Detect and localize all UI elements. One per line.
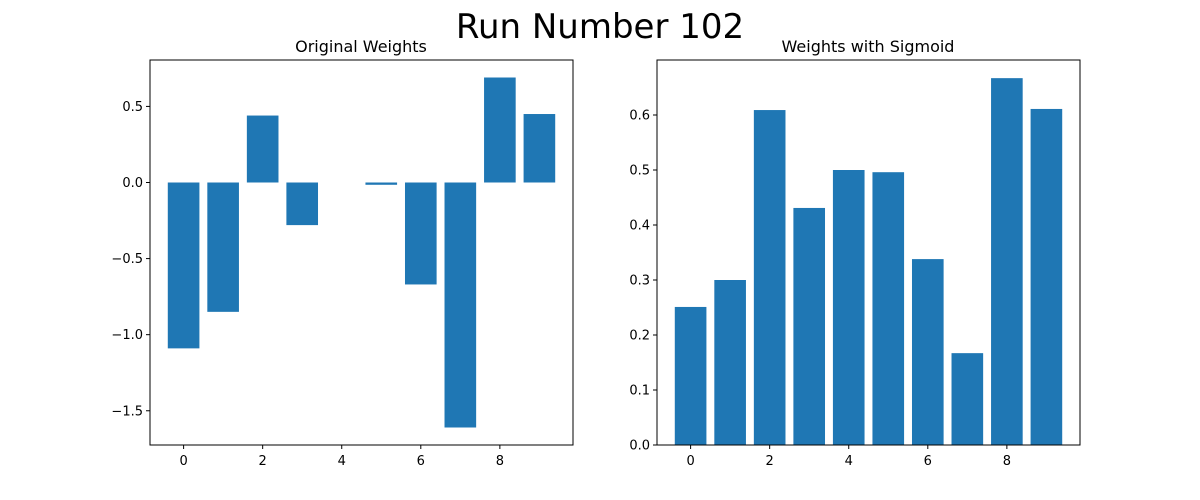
x-tick-label: 2 — [259, 454, 267, 469]
y-tick-label: −0.5 — [111, 252, 143, 267]
y-tick-label: 0.5 — [122, 100, 143, 115]
y-tick-label: 0.0 — [629, 439, 650, 454]
x-tick-label: 0 — [686, 454, 694, 469]
bar-5 — [365, 182, 398, 185]
bar-6 — [404, 182, 437, 285]
bar-group — [167, 77, 556, 428]
bar-1 — [207, 182, 239, 312]
bar-7 — [951, 353, 984, 445]
axes-frame — [149, 59, 574, 446]
x-tick-label: 8 — [496, 454, 504, 469]
x-axis-ticks: 0 2 4 6 8 — [686, 445, 1011, 469]
bar-0 — [167, 182, 200, 349]
y-tick-label: 0.6 — [629, 109, 650, 124]
x-tick-label: 6 — [924, 454, 932, 469]
bar-6 — [911, 259, 944, 445]
y-tick-label: 0.4 — [629, 219, 650, 234]
bar-8 — [484, 77, 516, 183]
x-tick-label: 4 — [845, 454, 853, 469]
bar-0 — [674, 306, 707, 445]
chart-title: Weights with Sigmoid — [782, 37, 955, 56]
x-tick-label: 6 — [417, 454, 425, 469]
x-tick-label: 0 — [179, 454, 187, 469]
figure-title: Run Number 102 — [456, 7, 744, 47]
axes-frame — [656, 59, 1081, 446]
bar-1 — [714, 280, 746, 445]
y-tick-label: 0.3 — [629, 274, 650, 289]
bar-7 — [444, 182, 477, 428]
chart-title: Original Weights — [295, 37, 427, 56]
bar-3 — [286, 182, 319, 226]
y-tick-label: 0.5 — [629, 164, 650, 179]
bar-2 — [246, 115, 279, 183]
x-tick-label: 2 — [766, 454, 774, 469]
bar-group — [674, 78, 1063, 446]
y-tick-label: 0.1 — [629, 384, 650, 399]
y-axis-ticks: 0.0 0.1 0.2 0.3 0.4 0.5 0.6 — [629, 109, 657, 454]
y-tick-label: −1.5 — [111, 404, 143, 419]
bar-5 — [872, 172, 905, 445]
bar-4 — [832, 170, 865, 445]
bar-9 — [523, 114, 556, 183]
bar-3 — [793, 207, 826, 445]
y-tick-label: 0.0 — [122, 176, 143, 191]
x-tick-label: 8 — [1003, 454, 1011, 469]
x-axis-ticks: 0 2 4 6 8 — [179, 445, 504, 469]
x-tick-label: 4 — [338, 454, 346, 469]
chart-original-weights: Original Weights 0 2 4 6 8 0.5 0.0 −0.5 −1.0 −1.… — [111, 37, 574, 469]
y-tick-label: −1.0 — [111, 328, 143, 343]
y-tick-label: 0.2 — [629, 329, 650, 344]
bar-2 — [753, 110, 786, 446]
bar-9 — [1030, 108, 1063, 445]
y-axis-ticks: 0.5 0.0 −0.5 −1.0 −1.5 — [111, 100, 150, 419]
bar-8 — [991, 78, 1023, 446]
